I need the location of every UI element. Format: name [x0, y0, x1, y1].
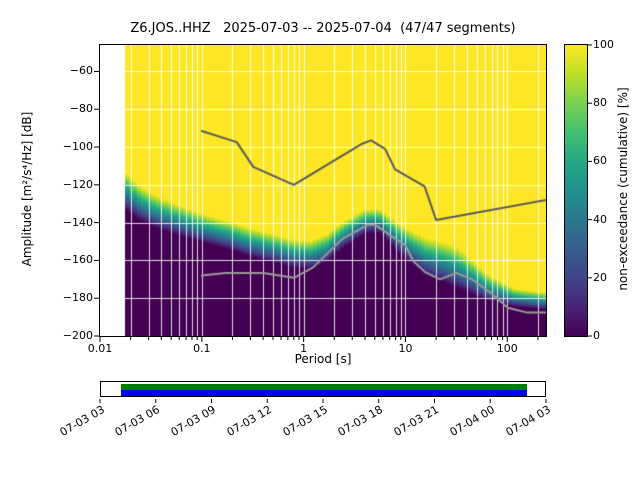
timeline-tick-label: 07-04 03	[503, 403, 553, 439]
timeline-tick-label: 07-03 09	[168, 403, 218, 439]
timeline-tick-label: 07-03 03	[57, 403, 107, 439]
timeline-coverage-bar	[100, 381, 546, 397]
x-tick-label: 100	[496, 342, 518, 355]
chart-title: Z6.JOS..HHZ 2025-07-03 -- 2025-07-04 (47…	[130, 21, 516, 36]
colorbar-gradient	[565, 45, 587, 336]
timeline-tick-label: 07-04 00	[447, 403, 497, 439]
timeline-tick-label: 07-03 15	[280, 403, 330, 439]
x-tick-label: 10	[398, 342, 413, 355]
colorbar-tick-label: 100	[593, 38, 614, 51]
colorbar-tick-label: 0	[593, 329, 600, 342]
x-axis-label: Period [s]	[294, 352, 352, 366]
colorbar	[564, 44, 588, 337]
y-tick-label: −140	[62, 215, 93, 229]
y-tick-label: −120	[62, 177, 93, 191]
timeline-tick-label: 07-03 12	[224, 403, 274, 439]
timeline-tick-label: 07-03 06	[112, 403, 163, 439]
colorbar-tick-label: 80	[593, 96, 607, 110]
colorbar-label: non-exceedance (cumulative) [%]	[616, 87, 630, 291]
x-tick-label: 1	[300, 342, 308, 355]
timeline-data-segment	[121, 390, 527, 396]
timeline-tick-label: 07-03 18	[335, 403, 386, 439]
y-tick-label: −200	[62, 329, 93, 342]
x-tick-label: 0.01	[87, 342, 113, 355]
y-tick-label: −60	[69, 64, 93, 78]
y-axis-label: Amplitude [m²/s⁴/Hz] [dB]	[20, 111, 34, 267]
plot-area	[99, 44, 547, 337]
colorbar-tick-label: 60	[593, 154, 607, 168]
y-tick-label: −80	[69, 102, 93, 116]
timeline-used-segment	[121, 384, 527, 390]
colorbar-tick-label: 20	[593, 270, 607, 284]
colorbar-tick-label: 40	[593, 212, 607, 226]
y-tick-label: −160	[62, 253, 93, 267]
x-tick-label: 0.1	[193, 342, 211, 355]
ppsd-heatmap-canvas	[100, 45, 546, 336]
timeline-tick-label: 07-03 21	[391, 403, 441, 439]
y-tick-label: −100	[62, 140, 93, 154]
y-tick-label: −180	[62, 291, 93, 305]
